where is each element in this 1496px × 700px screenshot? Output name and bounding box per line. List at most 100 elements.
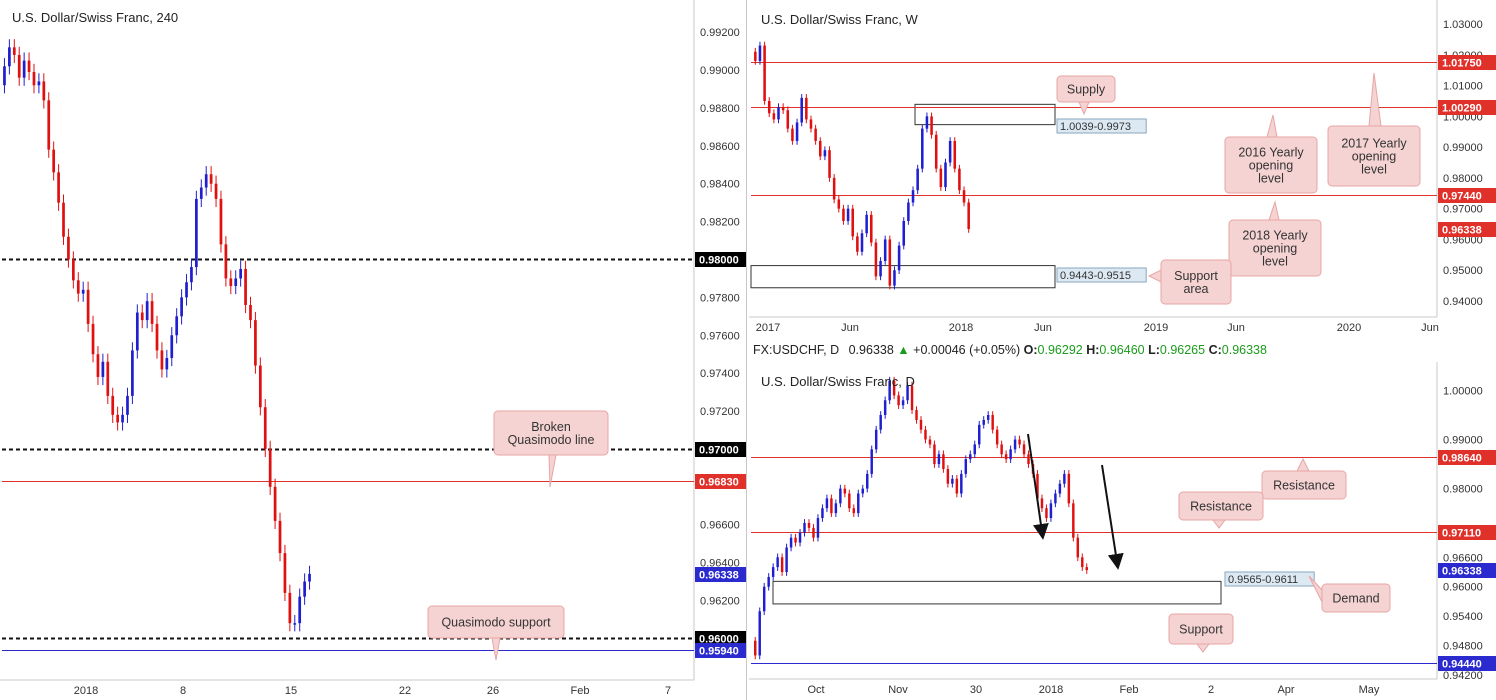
weekly-annotation-text: 2017 Yearly: [1341, 137, 1407, 151]
weekly-candle-body: [809, 119, 813, 129]
price-change: +0.00046 (+0.05%): [913, 343, 1021, 357]
daily-candle-body: [857, 493, 860, 514]
h4-x-tick-label: 22: [399, 685, 411, 697]
h4-candle-body: [298, 596, 302, 624]
weekly-candle-body: [781, 107, 785, 111]
daily-candle-body: [937, 454, 941, 465]
h4-y-tick-label: 0.98200: [700, 217, 740, 229]
h4-candle-body: [91, 323, 95, 355]
daily-candle-body: [825, 498, 829, 509]
weekly-annotation-pointer: [1147, 269, 1162, 283]
daily-candle-body: [852, 508, 856, 514]
h4-candle-body: [244, 268, 247, 305]
h4-candle-body: [52, 149, 56, 173]
daily-candle-body: [986, 414, 990, 420]
h4-candle-body: [204, 174, 208, 188]
weekly-annotation-text: area: [1183, 282, 1208, 296]
daily-x-tick-label: Feb: [1120, 684, 1139, 696]
weekly-candle-body: [948, 140, 952, 163]
weekly-price-tag-bg: [1438, 100, 1496, 115]
weekly-x-tick-label: Jun: [1421, 322, 1439, 334]
h4-candle-body: [288, 592, 292, 624]
h4-x-tick-label: Feb: [571, 685, 590, 697]
weekly-candle-body: [851, 208, 854, 237]
weekly-zone-label-bg: [1056, 118, 1147, 134]
h4-annotation-pointer: [548, 454, 557, 488]
h4-x-tick-label: 26: [487, 685, 499, 697]
weekly-candle-body: [902, 220, 906, 246]
daily-x-tick-label: 2: [1208, 684, 1214, 696]
h4-candle-body: [131, 350, 134, 396]
weekly-chart-svg[interactable]: 1.030001.020001.010001.000000.990000.980…: [749, 0, 1496, 338]
h4-price-tag: 0.96338: [699, 570, 739, 582]
daily-y-tick-label: 0.94200: [1443, 670, 1483, 682]
weekly-candle-body: [791, 128, 794, 141]
weekly-annotation-text: Support: [1174, 269, 1218, 283]
daily-x-tick-label: Nov: [888, 684, 908, 696]
h4-y-tick-label: 0.97400: [700, 368, 740, 380]
h4-candle-body: [67, 236, 70, 260]
h4-candle-body: [150, 301, 154, 324]
h4-annotation-pointer: [491, 637, 501, 661]
daily-candle-body: [767, 576, 770, 587]
weekly-candle-body: [814, 128, 817, 141]
daily-candle-body: [1045, 508, 1048, 519]
h4-x-tick-label: 15: [285, 685, 297, 697]
weekly-candle-body: [911, 190, 915, 203]
weekly-y-tick-label: 0.96000: [1443, 234, 1483, 246]
daily-candle-body: [982, 419, 985, 425]
open-label: O:: [1023, 343, 1038, 357]
h4-candle-body: [86, 289, 90, 324]
daily-candle-body: [951, 478, 954, 484]
h4-chart-panel[interactable]: 0.99200 0.99000 0.98800 0.98600 0.98400 0.982…: [0, 0, 747, 700]
weekly-annotation-box: [1160, 259, 1232, 305]
h4-candle-body: [303, 581, 306, 597]
h4-price-tag-bg: [695, 567, 746, 582]
weekly-candle-body: [865, 214, 868, 234]
daily-candle-body: [1058, 483, 1062, 494]
h4-candle-body: [254, 320, 257, 366]
weekly-candle-body: [888, 239, 892, 286]
weekly-candle-body: [800, 97, 803, 123]
weekly-candle-body: [967, 202, 970, 229]
weekly-candle-body: [786, 110, 790, 129]
daily-candle-body: [1049, 503, 1053, 519]
h4-annotation-text: Broken: [531, 420, 571, 434]
daily-chart-panel[interactable]: 1.00000 0.99000 0.98000 0.96600 0.96000 0.954…: [749, 362, 1496, 700]
daily-candle-body: [762, 586, 766, 612]
daily-annotation-pointer: [1196, 643, 1210, 653]
daily-candle-body: [816, 518, 820, 538]
h4-candle-body: [116, 414, 119, 423]
h4-chart-svg[interactable]: 0.99200 0.99000 0.98800 0.98600 0.98400 0.982…: [0, 0, 746, 700]
daily-zone-label: 0.9565-0.9611: [1228, 574, 1298, 586]
weekly-annotation-text: opening: [1352, 150, 1397, 164]
weekly-chart-panel[interactable]: 1.030001.020001.010001.000000.990000.980…: [749, 0, 1496, 339]
daily-candle-body: [870, 449, 873, 474]
h4-x-tick-label: 8: [180, 685, 186, 697]
h4-candle-body: [76, 280, 80, 294]
daily-projection-arrow: [1101, 464, 1124, 570]
h4-candle-body: [273, 486, 277, 521]
low-label: L:: [1148, 343, 1160, 357]
daily-candle-body: [1081, 557, 1084, 568]
weekly-candle-body: [777, 107, 780, 120]
daily-candle-body: [995, 429, 999, 445]
h4-y-tick-label: 0.96400: [700, 558, 740, 570]
h4-candle-body: [234, 278, 238, 287]
weekly-x-tick-label: Jun: [841, 322, 859, 334]
weekly-x-tick-label: Jun: [1034, 322, 1052, 334]
daily-chart-title: U.S. Dollar/Swiss Franc, D: [761, 374, 915, 389]
weekly-annotation-box: [1327, 125, 1421, 187]
h4-candle-body: [37, 81, 41, 86]
weekly-candle-body: [897, 245, 901, 271]
weekly-annotation-box: [1224, 136, 1318, 194]
daily-candle-body: [919, 419, 923, 430]
daily-candle-body: [785, 547, 788, 573]
weekly-y-tick-label: 0.99000: [1443, 142, 1483, 154]
h4-candle-body: [111, 395, 115, 415]
daily-chart-svg[interactable]: 1.00000 0.99000 0.98000 0.96600 0.96000 0.954…: [749, 362, 1496, 700]
weekly-zone-box: [914, 103, 1056, 126]
h4-price-tag-bg: [695, 442, 746, 457]
h4-annotation-box: [493, 410, 609, 456]
h4-y-tick-label: 0.96200: [700, 595, 740, 607]
